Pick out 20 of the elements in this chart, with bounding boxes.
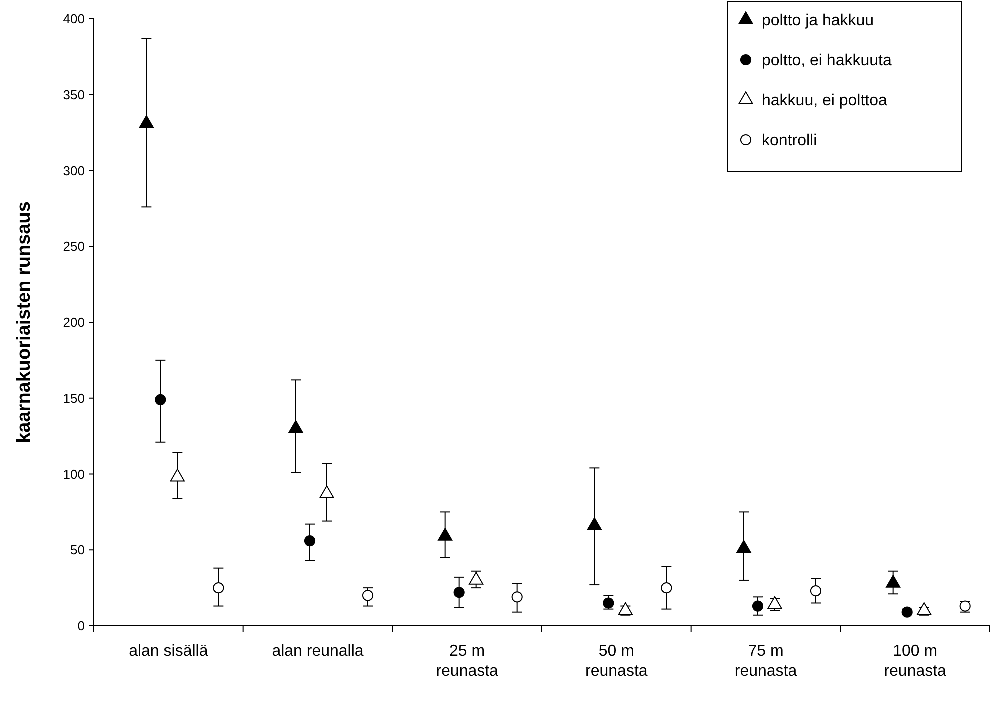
y-tick-label: 350 (63, 87, 85, 102)
y-tick-label: 50 (70, 542, 85, 558)
x-tick-label: 25 m reunasta (436, 643, 499, 680)
x-tick-label: alan reunalla (272, 643, 364, 660)
y-tick-label: 250 (63, 239, 85, 254)
x-tick-label: alan sisällä (129, 643, 208, 660)
x-tick-label: 75 m reunasta (734, 643, 798, 680)
x-tick-label: 100 m reunasta (884, 643, 947, 680)
y-tick-label: 300 (63, 163, 85, 178)
y-axis-title: kaarnakuoriaisten runsaus (14, 202, 35, 444)
y-tick-label: 200 (63, 315, 85, 330)
legend-label: kontrolli (762, 132, 818, 150)
y-tick-label: 400 (63, 12, 85, 27)
y-tick-label: 150 (63, 390, 85, 406)
legend-label: hakkuu, ei polttoa (762, 92, 888, 110)
x-tick-label: 50 m reunasta (586, 643, 648, 680)
legend-label: poltto ja hakkuu (762, 12, 874, 30)
y-tick-label: 100 (63, 466, 85, 482)
y-tick-label: 0 (78, 618, 85, 634)
legend-label: poltto, ei hakkuuta (762, 52, 892, 70)
